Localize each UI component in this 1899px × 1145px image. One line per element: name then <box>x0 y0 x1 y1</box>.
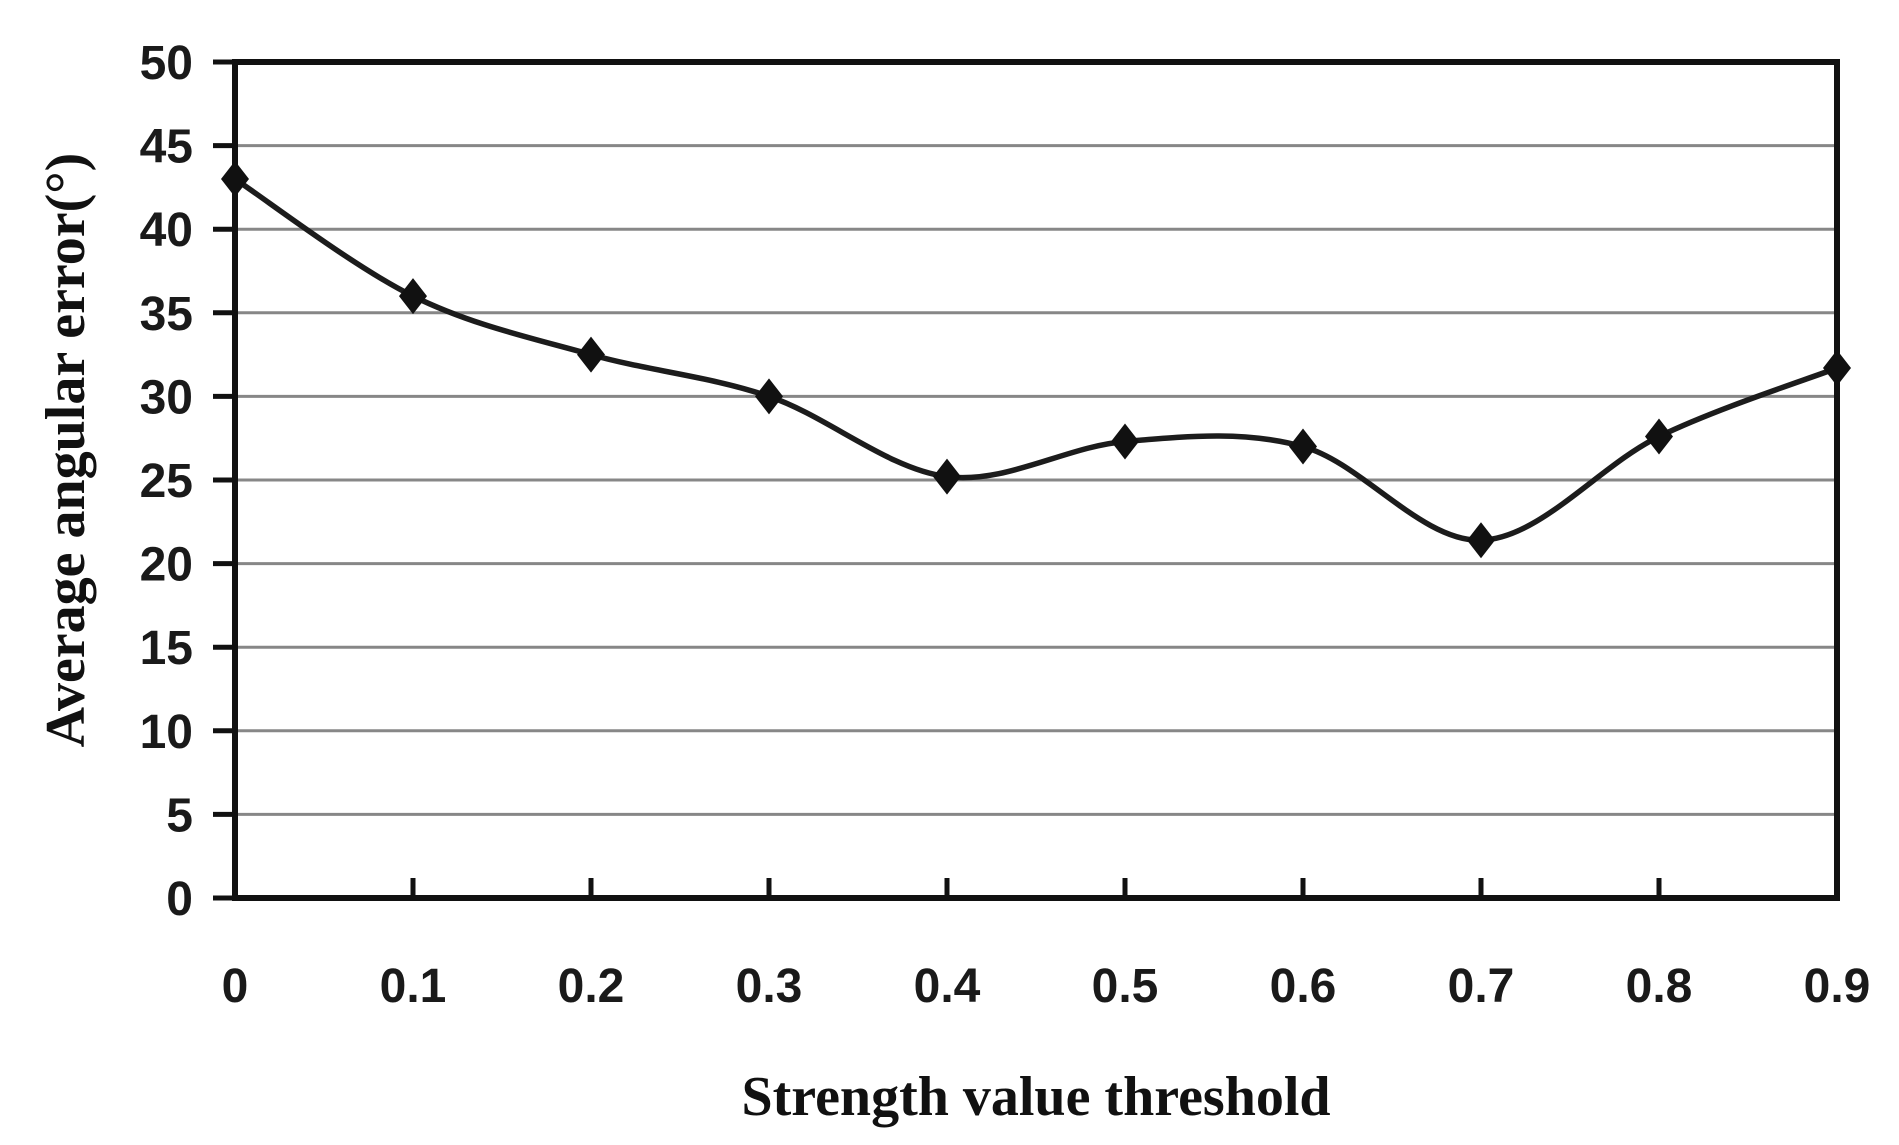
data-point-marker <box>221 161 249 198</box>
plot-border <box>232 59 1840 901</box>
data-point-marker <box>1111 423 1139 460</box>
y-tick-label: 20 <box>140 539 193 592</box>
data-point-marker <box>1289 428 1317 465</box>
data-point-marker <box>755 378 783 415</box>
data-line-group <box>232 176 1840 543</box>
x-tick-label: 0.7 <box>1448 960 1515 1013</box>
data-point-marker <box>577 336 605 373</box>
x-tick-label: 0.6 <box>1270 960 1337 1013</box>
x-tick-label: 0.2 <box>558 960 625 1013</box>
x-tick-label: 0.3 <box>736 960 803 1013</box>
y-tick-label: 10 <box>140 706 193 759</box>
x-axis-tick-labels: 0 0.1 0.2 0.3 0.4 0.5 0.6 0.7 0.8 0.9 <box>222 960 1871 1013</box>
y-tick-label: 45 <box>140 121 193 174</box>
y-tick-label: 0 <box>166 873 193 926</box>
y-tick-label: 50 <box>140 37 193 90</box>
plot-border-group <box>232 59 1840 901</box>
y-tick-label: 40 <box>140 204 193 257</box>
y-tick-label: 15 <box>140 622 193 675</box>
data-point-marker <box>1823 349 1851 386</box>
data-point-marker <box>1645 418 1673 455</box>
x-tick-label: 0.5 <box>1092 960 1159 1013</box>
y-tick-label: 35 <box>140 288 193 341</box>
data-line <box>232 176 1840 543</box>
y-axis-title: Average angular error(°) <box>35 153 97 748</box>
y-gridlines <box>235 144 1837 816</box>
data-point-markers <box>221 161 1851 559</box>
y-tick-label: 5 <box>166 789 193 842</box>
data-point-marker <box>1467 522 1495 559</box>
x-tick-label: 0.8 <box>1626 960 1693 1013</box>
x-tick-label: 0 <box>222 960 249 1013</box>
y-axis-tick-labels: 0 5 10 15 20 25 30 35 40 45 50 <box>140 37 193 926</box>
x-tick-label: 0.1 <box>380 960 447 1013</box>
x-tick-label: 0.4 <box>914 960 981 1013</box>
data-point-marker <box>399 278 427 315</box>
y-tick-label: 30 <box>140 371 193 424</box>
y-tick-label: 25 <box>140 455 193 508</box>
x-axis-title: Strength value threshold <box>741 1066 1330 1128</box>
x-tick-label: 0.9 <box>1804 960 1871 1013</box>
data-point-marker <box>933 458 961 495</box>
axis-ticks <box>213 59 1662 901</box>
